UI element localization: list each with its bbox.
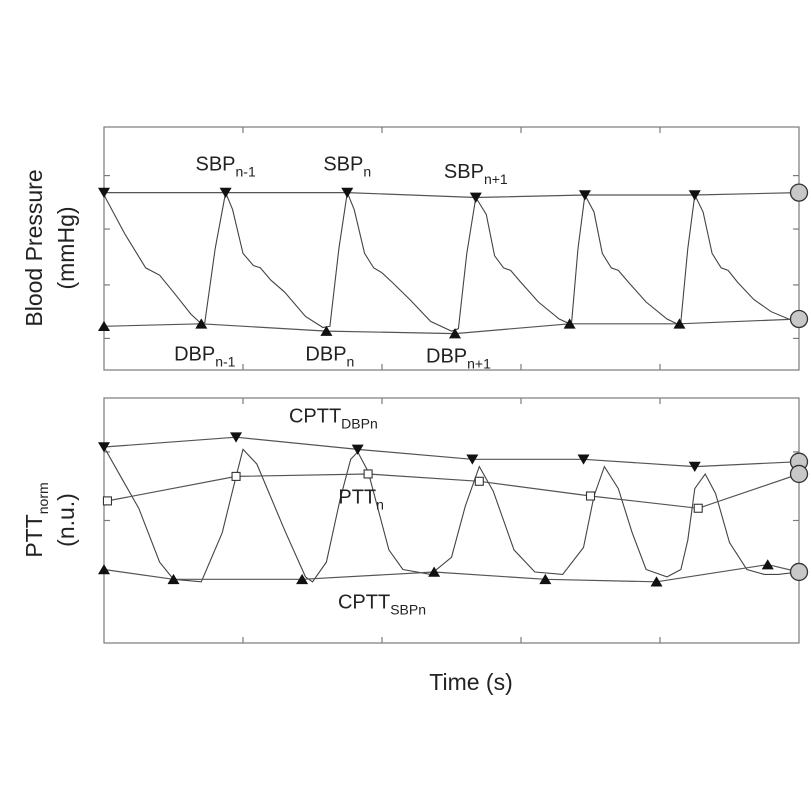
- ptt-plot-frame: [103, 397, 800, 644]
- ptt-marker-0: [102, 496, 113, 506]
- peak-marker-1-3: [469, 192, 482, 203]
- annotation-main-2: SBP: [444, 161, 484, 183]
- annotation-0: CPTTDBPn: [289, 406, 378, 432]
- trough-marker-2-3: [448, 328, 461, 339]
- annotation-main-1: PTT: [338, 486, 376, 508]
- peak-marker-1-0: [98, 187, 110, 199]
- annotation-main-4: DBP: [305, 343, 346, 365]
- annotation-sub-5: n+1: [467, 356, 491, 372]
- bp-series: [103, 190, 800, 335]
- peak-marker-1-5: [688, 190, 701, 201]
- annotation-sub-0: n-1: [236, 164, 256, 180]
- trough-marker-2-5: [673, 318, 686, 329]
- annotation-5: DBPn+1: [426, 346, 491, 372]
- annotation-1: PTTn: [338, 486, 384, 512]
- trough-marker-2-0: [98, 320, 110, 332]
- bp-axis-ticks: [104, 127, 799, 370]
- time-xlabel: Time (s): [429, 669, 512, 695]
- ptt-ylabel-line1: PTTnorm: [21, 482, 51, 557]
- ptt-markers: [98, 432, 809, 587]
- annotation-2: CPTTSBPn: [338, 592, 426, 618]
- annotation-0: SBPn-1: [195, 154, 255, 180]
- peak-marker-1-0: [98, 442, 110, 453]
- annotation-sub-0: DBPn: [341, 416, 378, 432]
- peak-marker-1-4: [578, 190, 591, 201]
- trough-marker-3-2: [296, 573, 309, 585]
- annotation-2: SBPn+1: [444, 161, 508, 187]
- end-dot-2: [789, 309, 809, 329]
- peak-marker-1-5: [688, 461, 701, 472]
- ptt-waveform: [103, 446, 800, 583]
- cptt-sbp-envelope: [103, 563, 800, 583]
- peak-marker-1-2: [341, 187, 354, 199]
- ptt-marker-4: [585, 491, 596, 501]
- bp-waveform: [103, 190, 799, 332]
- annotation-sub-4: n: [347, 353, 355, 369]
- trough-marker-3-0: [98, 564, 110, 575]
- annotation-main-1: SBP: [323, 154, 363, 176]
- trough-marker-3-3: [428, 566, 441, 577]
- trough-marker-2-2: [320, 325, 333, 336]
- trough-marker-3-4: [539, 573, 552, 585]
- end-dot-1: [789, 183, 809, 202]
- peak-marker-1-1: [230, 432, 243, 443]
- end-dot-3: [789, 562, 809, 582]
- trough-marker-3-1: [167, 573, 180, 585]
- trough-marker-2-1: [195, 318, 208, 329]
- ptt-marker-2: [363, 469, 373, 479]
- ptt-ylabel-main: PTT: [21, 514, 47, 557]
- trough-marker-2-4: [563, 318, 576, 329]
- bp-ylabel-line1: Blood Pressure: [21, 169, 47, 326]
- annotation-main-0: SBP: [195, 154, 235, 176]
- peak-marker-1-3: [466, 454, 479, 465]
- ptt-ylabel-line2: (n.u.): [53, 493, 79, 547]
- ptt-marker-1: [231, 471, 241, 481]
- ptt-marker-3: [474, 476, 484, 486]
- bp-plot-frame: [103, 126, 800, 371]
- trough-marker-3-5: [650, 576, 663, 587]
- annotation-main-3: DBP: [174, 343, 215, 365]
- bp-ylabel-line2: (mmHg): [53, 206, 79, 289]
- annotation-sub-2: SBPn: [390, 602, 426, 618]
- annotation-1: SBPn: [323, 154, 371, 180]
- annotation-sub-1: n: [376, 496, 384, 512]
- annotation-sub-3: n-1: [215, 353, 235, 369]
- ptt-mean-line: [107, 473, 800, 509]
- annotation-sub-1: n: [363, 164, 371, 180]
- annotation-main-0: CPTT: [289, 406, 341, 428]
- annotation-4: DBPn: [305, 343, 354, 369]
- bp-markers: [98, 183, 809, 339]
- annotation-main-2: CPTT: [338, 592, 390, 614]
- annotation-sub-2: n+1: [484, 171, 508, 187]
- ptt-marker-5: [693, 503, 703, 513]
- peak-marker-1-4: [577, 454, 590, 465]
- end-dot-2: [789, 464, 809, 484]
- ptt-axis-ticks: [104, 398, 799, 643]
- ptt-ylabel-sub: norm: [35, 482, 51, 514]
- trough-marker-3-6: [761, 559, 774, 570]
- annotation-3: DBPn-1: [174, 343, 236, 369]
- peak-marker-1-2: [351, 444, 364, 455]
- annotation-main-5: DBP: [426, 346, 467, 368]
- peak-marker-1-1: [219, 187, 232, 199]
